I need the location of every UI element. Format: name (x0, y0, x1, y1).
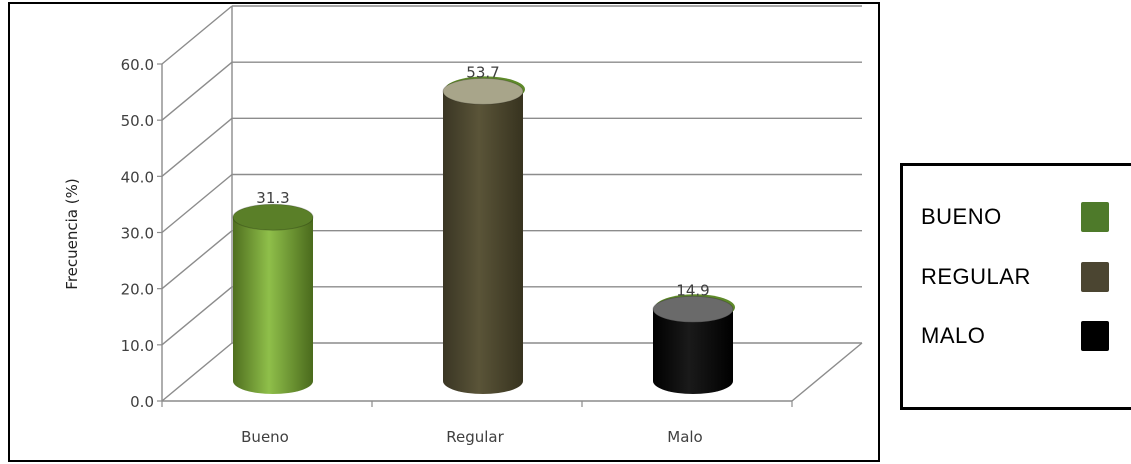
gridline-side (161, 173, 233, 234)
chart-svg: 0.0 10.0 20.0 30.0 40.0 50.0 60.0 Frecuencia (%… (63, 5, 863, 446)
floor-edge (791, 342, 863, 402)
data-label: 31.3 (256, 189, 289, 207)
x-tick-label: Malo (667, 428, 702, 446)
y-axis-title: Frecuencia (%) (63, 178, 81, 289)
data-label: 14.9 (676, 281, 709, 299)
legend-label: MALO (921, 323, 986, 348)
bar-top (442, 77, 524, 105)
x-tick-label: Regular (446, 428, 504, 446)
data-label: 53.7 (466, 63, 499, 81)
chart-area: 0.0 10.0 20.0 30.0 40.0 50.0 60.0 Frecuencia (%… (8, 2, 880, 462)
legend-swatch (1081, 321, 1109, 351)
y-tick-label: 10.0 (121, 337, 154, 355)
bar-body (653, 309, 733, 394)
bar-body (443, 91, 523, 394)
legend-item-malo: MALO (921, 321, 1121, 351)
legend-swatch (1081, 262, 1109, 292)
y-tick-label: 30.0 (121, 225, 154, 243)
axes: 0.0 10.0 20.0 30.0 40.0 50.0 60.0 Frecuencia (%… (63, 6, 863, 411)
gridline-side (161, 61, 233, 121)
bar-regular (442, 76, 525, 394)
y-tick-label: 40.0 (121, 168, 154, 186)
bar-bueno (232, 203, 314, 394)
legend: BUENO REGULAR MALO (900, 163, 1131, 410)
bar-malo (652, 294, 735, 394)
bars (232, 76, 735, 394)
gridline-side (161, 230, 233, 290)
labels: 31.3 Bueno 53.7 Regular 14.9 Malo (241, 63, 710, 446)
bar-body (233, 217, 313, 394)
y-tick-label: 50.0 (121, 112, 154, 130)
gridline-side (161, 286, 233, 346)
legend-label: REGULAR (921, 264, 1031, 289)
legend-label: BUENO (921, 204, 1002, 229)
bar-top (232, 203, 314, 231)
x-tick-label: Bueno (241, 428, 289, 446)
gridline-side (161, 5, 233, 65)
legend-item-bueno: BUENO (921, 202, 1121, 232)
legend-swatch (1081, 202, 1109, 232)
y-tick-label: 0.0 (130, 393, 154, 411)
bar-top (652, 295, 734, 323)
gridline-side (161, 117, 233, 177)
gridlines (161, 5, 862, 402)
legend-item-regular: REGULAR (921, 262, 1121, 292)
y-tick-label: 60.0 (121, 56, 154, 74)
y-tick-label: 20.0 (121, 281, 154, 299)
gridline-side (161, 342, 233, 402)
